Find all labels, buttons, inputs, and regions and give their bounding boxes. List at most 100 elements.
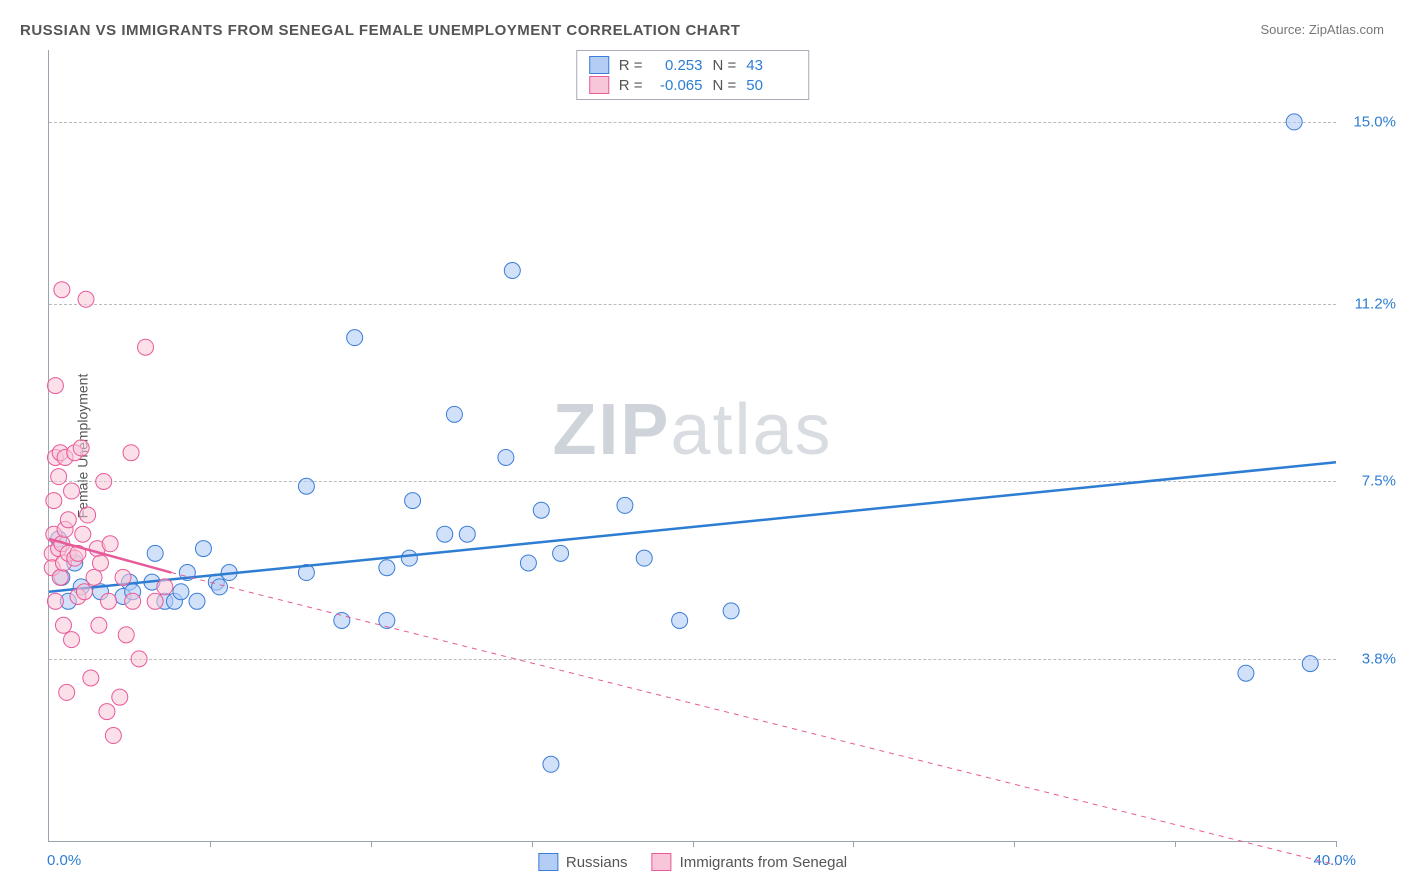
data-point — [173, 584, 189, 600]
data-point — [47, 593, 63, 609]
data-point — [147, 545, 163, 561]
data-point — [405, 493, 421, 509]
data-point — [543, 756, 559, 772]
data-point — [112, 689, 128, 705]
swatch-pink — [589, 76, 609, 94]
data-point — [131, 651, 147, 667]
data-point — [498, 449, 514, 465]
trend-line-dashed — [171, 573, 1336, 865]
x-tick — [532, 841, 533, 847]
r-label: R = — [619, 77, 643, 94]
data-point — [636, 550, 652, 566]
x-tick — [1336, 841, 1337, 847]
x-tick — [210, 841, 211, 847]
data-point — [54, 282, 70, 298]
data-point — [437, 526, 453, 542]
x-tick — [853, 841, 854, 847]
r-label: R = — [619, 57, 643, 74]
chart-title: RUSSIAN VS IMMIGRANTS FROM SENEGAL FEMAL… — [20, 22, 740, 39]
y-tick-label: 11.2% — [1355, 296, 1396, 313]
data-point — [75, 526, 91, 542]
n-value: 43 — [746, 57, 796, 74]
data-point — [446, 406, 462, 422]
data-point — [64, 632, 80, 648]
data-point — [52, 569, 68, 585]
correlation-legend: R = 0.253 N = 43 R = -0.065 N = 50 — [576, 50, 810, 100]
corr-row-blue: R = 0.253 N = 43 — [589, 55, 797, 75]
corr-row-pink: R = -0.065 N = 50 — [589, 75, 797, 95]
data-point — [459, 526, 475, 542]
data-point — [115, 569, 131, 585]
y-tick-label: 7.5% — [1362, 473, 1396, 490]
scatter-plot-svg — [49, 50, 1336, 841]
data-point — [91, 617, 107, 633]
data-point — [672, 612, 688, 628]
data-point — [86, 569, 102, 585]
n-label: N = — [713, 77, 737, 94]
data-point — [723, 603, 739, 619]
data-point — [195, 541, 211, 557]
data-point — [99, 704, 115, 720]
data-point — [334, 612, 350, 628]
data-point — [212, 579, 228, 595]
series-legend: Russians Immigrants from Senegal — [538, 853, 847, 871]
y-tick-label: 3.8% — [1362, 650, 1396, 667]
swatch-blue — [589, 56, 609, 74]
data-point — [102, 536, 118, 552]
swatch-pink — [652, 853, 672, 871]
data-point — [64, 483, 80, 499]
source-label: Source: ZipAtlas.com — [1260, 22, 1384, 37]
data-point — [157, 579, 173, 595]
data-point — [83, 670, 99, 686]
data-point — [1302, 656, 1318, 672]
legend-item-russians: Russians — [538, 853, 628, 871]
legend-label: Russians — [566, 854, 628, 871]
data-point — [533, 502, 549, 518]
data-point — [78, 291, 94, 307]
data-point — [379, 612, 395, 628]
x-axis-min: 0.0% — [47, 852, 81, 869]
n-value: 50 — [746, 77, 796, 94]
data-point — [55, 617, 71, 633]
data-point — [51, 469, 67, 485]
data-point — [138, 339, 154, 355]
data-point — [1286, 114, 1302, 130]
data-point — [118, 627, 134, 643]
data-point — [401, 550, 417, 566]
data-point — [80, 507, 96, 523]
data-point — [59, 684, 75, 700]
trend-line — [49, 462, 1336, 591]
data-point — [92, 555, 108, 571]
data-point — [504, 263, 520, 279]
data-point — [105, 728, 121, 744]
x-tick — [1014, 841, 1015, 847]
data-point — [553, 545, 569, 561]
data-point — [298, 478, 314, 494]
data-point — [96, 473, 112, 489]
data-point — [520, 555, 536, 571]
data-point — [101, 593, 117, 609]
r-value: -0.065 — [653, 77, 703, 94]
data-point — [1238, 665, 1254, 681]
plot-area: ZIPatlas R = 0.253 N = 43 R = -0.065 N =… — [48, 50, 1336, 842]
r-value: 0.253 — [653, 57, 703, 74]
data-point — [60, 512, 76, 528]
x-tick — [693, 841, 694, 847]
x-tick — [371, 841, 372, 847]
data-point — [47, 378, 63, 394]
legend-label: Immigrants from Senegal — [680, 854, 848, 871]
data-point — [617, 497, 633, 513]
data-point — [76, 584, 92, 600]
data-point — [123, 445, 139, 461]
data-point — [189, 593, 205, 609]
data-point — [46, 493, 62, 509]
data-point — [147, 593, 163, 609]
x-tick — [1175, 841, 1176, 847]
swatch-blue — [538, 853, 558, 871]
n-label: N = — [713, 57, 737, 74]
data-point — [125, 593, 141, 609]
data-point — [73, 440, 89, 456]
y-tick-label: 15.0% — [1353, 113, 1396, 130]
data-point — [379, 560, 395, 576]
data-point — [347, 330, 363, 346]
